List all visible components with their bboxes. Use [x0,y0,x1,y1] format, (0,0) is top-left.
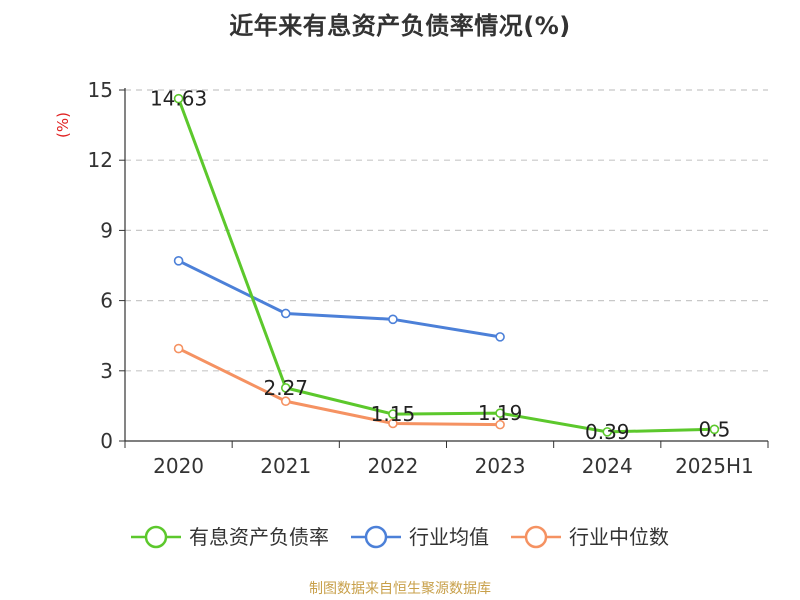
data-label: 1.15 [371,402,416,426]
data-point [280,308,291,319]
legend-label: 有息资产负债率 [189,525,329,549]
legend-label: 行业均值 [409,525,489,549]
data-point [173,93,184,104]
y-tick-label: 9 [100,218,113,242]
x-tick-label: 2023 [475,454,526,478]
y-tick-label: 0 [100,429,113,453]
data-label: 14.63 [150,87,207,111]
x-tick-label: 2020 [153,454,204,478]
legend-item[interactable]: 有息资产负债率 [131,525,329,549]
x-tick-label: 2025H1 [675,454,754,478]
data-point [495,332,505,342]
data-point [709,424,720,435]
data-label: 0.5 [699,417,731,441]
legend-item[interactable]: 行业均值 [351,525,489,549]
y-tick-label: 3 [100,359,113,383]
data-point [173,343,184,354]
grid-lines [125,89,768,372]
axes: 0 3 6 9 12 15 2020 2021 2022 2023 2024 2025H1 (%) [54,78,769,478]
legend-marker [524,525,548,549]
x-tick-label: 2024 [582,454,633,478]
series-lines [173,93,720,437]
data-point [602,427,613,437]
y-tick-label: 12 [88,148,113,172]
data-point [388,314,398,325]
legend-label: 行业中位数 [569,525,669,549]
data-labels: 14.63 2.27 1.15 1.19 0.39 0.5 [150,87,730,444]
series-line [177,259,502,339]
data-label: 1.19 [478,401,523,425]
legend-marker [144,525,168,549]
data-point [388,409,398,419]
legend-marker [364,525,388,549]
series-line [177,347,502,427]
legend-item[interactable]: 行业中位数 [511,525,669,549]
data-point [280,396,291,407]
chart-title: 近年来有息资产负债率情况(%) [229,12,571,40]
y-tick-label: 6 [100,289,113,313]
x-tick-label: 2021 [260,454,311,478]
legend: 有息资产负债率 行业均值 行业中位数 [131,525,669,549]
data-label: 0.39 [585,420,630,444]
y-tick-label: 15 [88,78,113,102]
source-note: 制图数据来自恒生聚源数据库 [309,581,491,597]
data-point [495,419,505,430]
x-tick-label: 2022 [367,454,418,478]
data-point [495,408,505,418]
series-line [177,97,716,434]
data-label: 2.27 [263,376,308,400]
data-point [280,383,291,393]
data-point [388,418,398,429]
y-axis-unit-label: (%) [54,112,72,138]
data-point [173,256,184,266]
